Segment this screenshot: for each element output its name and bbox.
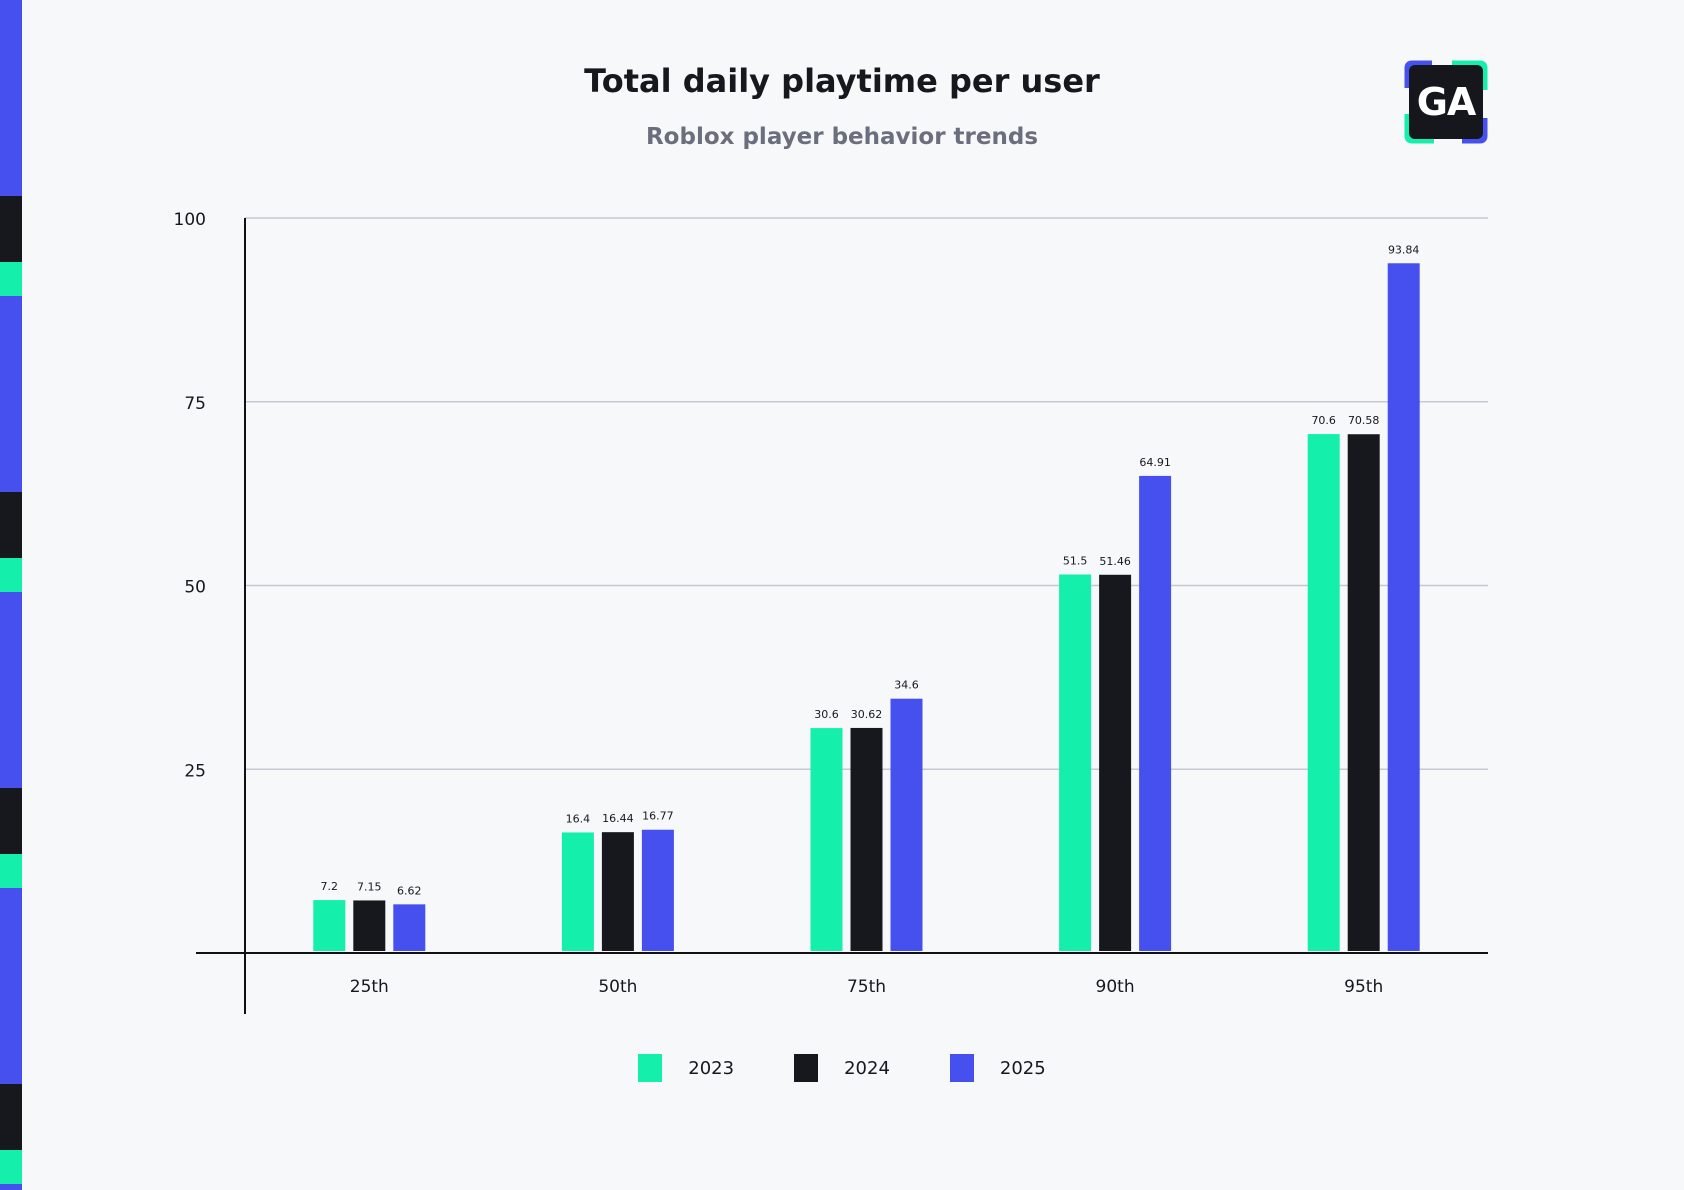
- data-label-75th-2025: 34.6: [894, 679, 919, 692]
- data-label-95th-2024: 70.58: [1348, 414, 1380, 427]
- ga-logo: GA: [1404, 60, 1488, 144]
- legend-swatch-2024: [794, 1054, 819, 1082]
- legend-item-2023: 2023: [638, 1054, 734, 1082]
- bar-90th-2023: [1059, 574, 1092, 951]
- bar-25th-2024: [353, 900, 386, 951]
- bar-50th-2023: [561, 832, 594, 951]
- bar-75th-2025: [890, 698, 923, 951]
- x-tick-label-95th: 95th: [1344, 977, 1383, 997]
- logo-text: GA: [1409, 65, 1483, 139]
- data-label-90th-2024: 51.46: [1099, 555, 1131, 568]
- data-label-95th-2025: 93.84: [1388, 243, 1420, 256]
- x-tick-label-90th: 90th: [1096, 977, 1135, 997]
- bar-95th-2025: [1387, 263, 1420, 951]
- legend-swatch-2025: [949, 1054, 974, 1082]
- data-label-95th-2023: 70.6: [1311, 414, 1336, 427]
- legend-swatch-2023: [638, 1054, 663, 1082]
- data-label-90th-2025: 64.91: [1139, 456, 1171, 469]
- data-label-25th-2025: 6.62: [397, 884, 422, 897]
- data-label-25th-2023: 7.2: [321, 880, 339, 893]
- bar-50th-2025: [641, 829, 674, 951]
- chart-legend: 2023 2024 2025: [0, 1054, 1684, 1082]
- y-tick-label-75: 75: [184, 394, 206, 414]
- bar-25th-2023: [313, 900, 346, 951]
- chart-title: Total daily playtime per user: [584, 62, 1100, 100]
- x-tick-label-25th: 25th: [350, 977, 389, 997]
- data-label-25th-2024: 7.15: [357, 880, 382, 893]
- bar-75th-2023: [810, 728, 843, 951]
- side-decoration-strip: [0, 0, 22, 1190]
- bar-90th-2024: [1099, 574, 1132, 951]
- bar-50th-2024: [601, 832, 634, 951]
- legend-item-2024: 2024: [794, 1054, 890, 1082]
- data-label-90th-2023: 51.5: [1063, 554, 1088, 567]
- chart-subtitle: Roblox player behavior trends: [645, 124, 1039, 150]
- data-label-50th-2024: 16.44: [602, 812, 634, 825]
- logo-frame-icon: [1404, 60, 1488, 144]
- bar-90th-2025: [1139, 475, 1172, 951]
- legend-label-2025: 2025: [999, 1057, 1046, 1079]
- bar-95th-2023: [1307, 434, 1340, 952]
- y-tick-label-50: 50: [184, 578, 206, 598]
- bar-75th-2024: [850, 727, 883, 951]
- data-label-75th-2023: 30.6: [814, 708, 839, 721]
- data-label-75th-2024: 30.62: [851, 708, 883, 721]
- y-tick-label-25: 25: [184, 761, 206, 781]
- legend-item-2025: 2025: [949, 1054, 1046, 1082]
- bar-25th-2025: [393, 904, 426, 951]
- bar-95th-2024: [1347, 434, 1380, 951]
- x-tick-label-50th: 50th: [598, 977, 637, 997]
- legend-label-2023: 2023: [688, 1057, 735, 1079]
- y-tick-label-100: 100: [174, 210, 206, 230]
- legend-label-2024: 2024: [844, 1057, 890, 1079]
- data-label-50th-2023: 16.4: [566, 812, 591, 825]
- x-tick-label-75th: 75th: [847, 977, 886, 997]
- data-label-50th-2025: 16.77: [642, 810, 674, 823]
